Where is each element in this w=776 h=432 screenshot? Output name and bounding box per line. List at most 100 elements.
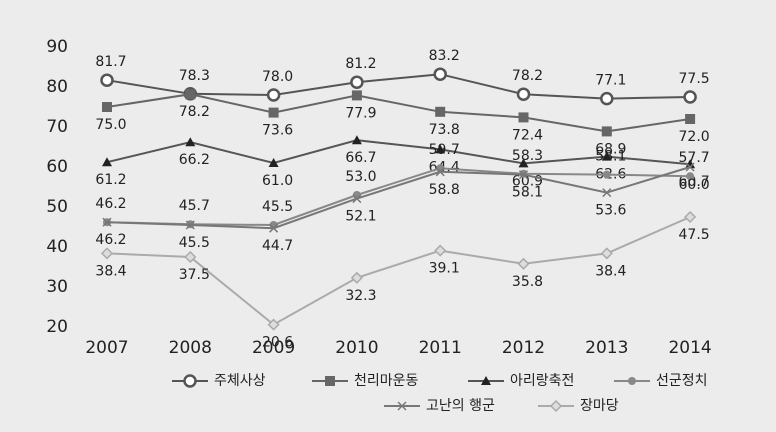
value-label: 20.6 [262, 335, 293, 351]
value-label: 38.4 [595, 263, 626, 279]
marker [102, 102, 112, 112]
marker [352, 194, 362, 204]
value-label: 53.6 [595, 203, 626, 219]
marker [268, 158, 279, 167]
series-line [106, 167, 691, 227]
marker [435, 106, 446, 117]
marker [435, 144, 446, 154]
legend-item: 천리마운동 [312, 373, 419, 389]
value-label: 47.5 [679, 227, 710, 243]
x-tick-label: 2009 [252, 338, 295, 358]
value-label: 32.3 [345, 288, 376, 304]
legend-marker [628, 377, 636, 385]
value-label: 58.1 [595, 149, 626, 165]
value-label: 53.0 [345, 169, 376, 185]
y-tick-label: 90 [46, 37, 68, 57]
x-tick-label: 2008 [169, 338, 212, 358]
legend-label: 고난의 행군 [426, 398, 495, 414]
marker [434, 244, 447, 257]
marker [686, 172, 695, 181]
value-label: 78.2 [179, 104, 210, 120]
marker [185, 220, 195, 230]
y-tick-label: 80 [46, 77, 68, 97]
marker [350, 271, 363, 284]
legend-label: 선군정치 [656, 373, 708, 389]
legend-label: 주체사상 [214, 373, 266, 389]
marker [518, 158, 529, 168]
value-label: 77.5 [679, 71, 710, 87]
y-tick-label: 20 [46, 317, 68, 337]
marker [102, 217, 112, 227]
value-label: 66.7 [345, 150, 376, 166]
legend-item: 아리랑축전 [468, 373, 574, 389]
series-line [106, 216, 691, 326]
legend-item: 주체사상 [172, 373, 266, 389]
marker [100, 247, 114, 260]
series: 81.7 78.3 78.0 81.2 83.2 78.2 77.1 77.5 [95, 48, 710, 106]
marker [600, 247, 613, 260]
value-label: 77.1 [595, 73, 626, 89]
legend-marker [549, 399, 563, 413]
value-label: 45.7 [179, 198, 210, 214]
series-line [106, 93, 691, 133]
x-tick-label: 2007 [85, 338, 128, 358]
marker [516, 87, 531, 101]
x-tick-label: 2013 [585, 338, 628, 358]
value-label: 39.1 [429, 261, 460, 277]
value-label: 78.3 [179, 68, 210, 84]
value-label: 75.0 [95, 117, 126, 133]
value-label: 66.2 [179, 152, 210, 168]
value-label: 46.2 [95, 196, 126, 212]
series-line [106, 166, 691, 230]
y-tick-label: 40 [46, 237, 68, 257]
marker [685, 159, 696, 169]
series: 61.266.261.066.764.460.962.660.7 [95, 135, 710, 190]
legend-marker [325, 376, 335, 386]
marker [266, 88, 281, 102]
marker [350, 75, 364, 89]
marker [601, 151, 612, 161]
value-label: 57.7 [679, 150, 710, 166]
y-tick-label: 50 [46, 197, 68, 217]
marker [185, 89, 196, 100]
marker [269, 223, 279, 233]
value-label: 58.8 [429, 182, 460, 198]
value-label: 78.2 [512, 68, 543, 84]
legend-marker [183, 374, 197, 388]
marker [351, 135, 362, 145]
value-label: 78.0 [262, 69, 293, 85]
value-label: 35.8 [512, 274, 543, 290]
value-label: 59.7 [429, 142, 460, 158]
marker [100, 73, 114, 87]
legend-label: 아리랑축전 [510, 373, 574, 389]
marker [518, 170, 529, 180]
legend-label: 천리마운동 [354, 373, 419, 389]
value-label: 81.7 [95, 54, 126, 70]
marker [518, 112, 529, 123]
series: 75.0 78.2 73.6 77.9 73.8 72.4 68.9 72.0 [95, 89, 710, 157]
value-label: 72.0 [679, 129, 710, 145]
legend-marker [481, 376, 491, 385]
y-tick-label: 60 [46, 157, 68, 177]
value-label: 73.8 [429, 122, 460, 138]
value-label: 38.4 [95, 263, 126, 279]
value-label: 73.6 [262, 123, 293, 139]
legend-item: 선군정치 [614, 373, 708, 389]
y-tick-label: 70 [46, 117, 68, 137]
value-label: 60.0 [679, 177, 710, 193]
series: 38.4 37.5 20.6 32.3 39.1 35.8 38.4 47.5 [95, 210, 710, 351]
marker [517, 257, 530, 270]
value-label: 68.9 [595, 141, 626, 157]
marker [102, 157, 112, 167]
value-label: 45.5 [179, 235, 210, 251]
marker [602, 170, 611, 179]
x-tick-label: 2010 [335, 338, 378, 358]
marker [683, 90, 697, 104]
y-tick-label: 30 [46, 277, 68, 297]
series-line [106, 139, 691, 166]
legend-marker [397, 401, 407, 411]
marker [685, 114, 696, 124]
marker [185, 137, 196, 147]
